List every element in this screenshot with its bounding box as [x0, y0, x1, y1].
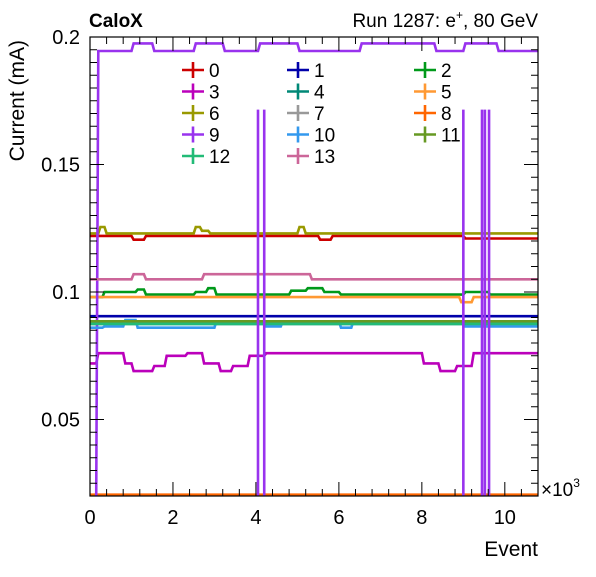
legend-label: 5	[441, 83, 452, 104]
legend-item-6: 6	[182, 104, 220, 125]
legend-item-13: 13	[287, 147, 335, 168]
header-left-label: CaloX	[89, 11, 143, 32]
x-tick-label: 8	[416, 507, 427, 529]
x-tick-label: 10	[494, 507, 516, 529]
legend-label: 4	[314, 83, 325, 104]
x-multiplier-exponent: 3	[573, 476, 580, 490]
series-line-6	[90, 225, 538, 235]
run-label-sup: +	[456, 8, 463, 22]
series-line-2	[90, 286, 538, 299]
legend-label: 11	[441, 126, 461, 147]
x-tick-label: 2	[167, 507, 178, 529]
tick-layer: 0 2 4 6 8 100.050.10.150.2	[41, 27, 539, 529]
legend-label: 3	[209, 83, 220, 104]
series-line-5	[90, 295, 538, 304]
x-multiplier-base: ×10	[541, 480, 573, 501]
legend-label: 8	[441, 104, 452, 125]
series-line-3	[90, 351, 538, 373]
legend-label: 2	[441, 61, 452, 82]
y-tick-label: 0.15	[41, 155, 80, 177]
header-run-label: Run 1287: e+, 80 GeV	[352, 8, 538, 32]
legend-item-8: 8	[414, 104, 452, 125]
legend-label: 13	[314, 147, 335, 168]
legend-label: 9	[209, 126, 220, 147]
y-tick-label: 0.1	[52, 282, 80, 304]
run-label-suffix: , 80 GeV	[463, 11, 538, 32]
x-axis-multiplier: ×103	[541, 476, 580, 501]
series-layer	[90, 42, 538, 496]
legend-label: 12	[209, 147, 230, 168]
series-line-13	[90, 272, 538, 281]
legend-item-1: 1	[287, 61, 325, 82]
legend-label: 1	[314, 61, 325, 82]
y-tick-label: 0.05	[41, 410, 80, 432]
legend-label: 0	[209, 61, 220, 82]
run-label-prefix: Run 1287: e	[352, 11, 456, 32]
x-axis-label: Event	[484, 538, 538, 561]
legend-item-10: 10	[287, 126, 335, 147]
legend-label: 10	[314, 126, 335, 147]
legend-item-11: 11	[414, 126, 461, 147]
legend-item-4: 4	[287, 83, 325, 104]
series-line-9	[94, 42, 538, 496]
x-tick-label: 4	[250, 507, 261, 529]
legend-item-5: 5	[414, 83, 452, 104]
legend-item-9: 9	[182, 126, 220, 147]
x-tick-label: 6	[333, 507, 344, 529]
legend-item-0: 0	[182, 61, 220, 82]
y-tick-label: 0.2	[52, 27, 80, 49]
legend-item-7: 7	[287, 104, 325, 125]
legend-label: 6	[209, 104, 220, 125]
x-tick-label: 0	[84, 507, 95, 529]
series-line-0	[90, 234, 538, 241]
legend-item-2: 2	[414, 61, 452, 82]
legend-item-12: 12	[182, 147, 230, 168]
y-axis-label: Current (mA)	[6, 40, 29, 161]
legend-label: 7	[314, 104, 325, 125]
legend-item-3: 3	[182, 83, 220, 104]
